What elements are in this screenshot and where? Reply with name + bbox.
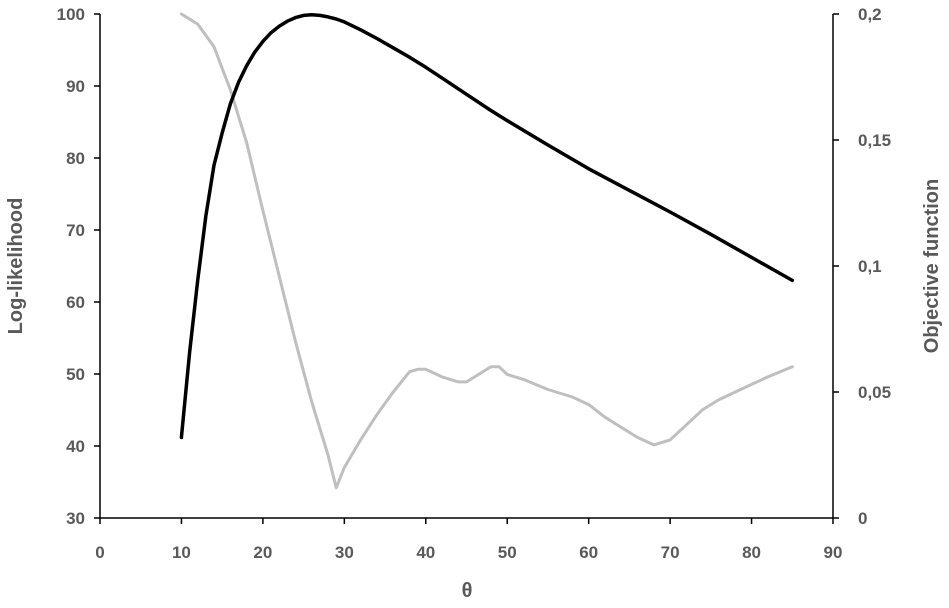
x-tick-label: 30 xyxy=(335,543,354,562)
y2-tick-label: 0,2 xyxy=(858,5,882,24)
y2-tick-label: 0,15 xyxy=(858,131,891,150)
objective-function-line xyxy=(179,12,794,490)
y2-axis-title: Objective function xyxy=(921,179,943,353)
y-tick-label: 100 xyxy=(57,5,85,24)
x-tick-label: 70 xyxy=(661,543,680,562)
x-tick-label: 60 xyxy=(579,543,598,562)
x-tick-label: 0 xyxy=(95,543,104,562)
y-tick-label: 80 xyxy=(66,149,85,168)
y-tick-label: 50 xyxy=(66,365,85,384)
x-tick-label: 10 xyxy=(172,543,191,562)
x-tick-label: 90 xyxy=(824,543,843,562)
y-tick-label: 30 xyxy=(66,509,85,528)
x-tick-label: 40 xyxy=(416,543,435,562)
x-tick-label: 50 xyxy=(498,543,517,562)
y-axis-title: Log-likelihood xyxy=(5,198,27,335)
series-layer xyxy=(179,12,795,490)
y-tick-label: 90 xyxy=(66,77,85,96)
x-axis-title: θ xyxy=(462,580,473,602)
x-tick-label: 80 xyxy=(742,543,761,562)
y2-tick-label: 0,05 xyxy=(858,383,891,402)
y2-tick-label: 0 xyxy=(858,509,867,528)
log-likelihood-line xyxy=(179,12,795,440)
y-tick-label: 70 xyxy=(66,221,85,240)
x-tick-label: 20 xyxy=(253,543,272,562)
y-tick-label: 60 xyxy=(66,293,85,312)
y-tick-label: 40 xyxy=(66,437,85,456)
axes xyxy=(94,13,839,524)
labels: 0 10 20 30 40 50 60 70 80 90 30 40 50 60 70 80 90 100 0 0,0… xyxy=(57,5,891,562)
y2-tick-label: 0,1 xyxy=(858,257,882,276)
